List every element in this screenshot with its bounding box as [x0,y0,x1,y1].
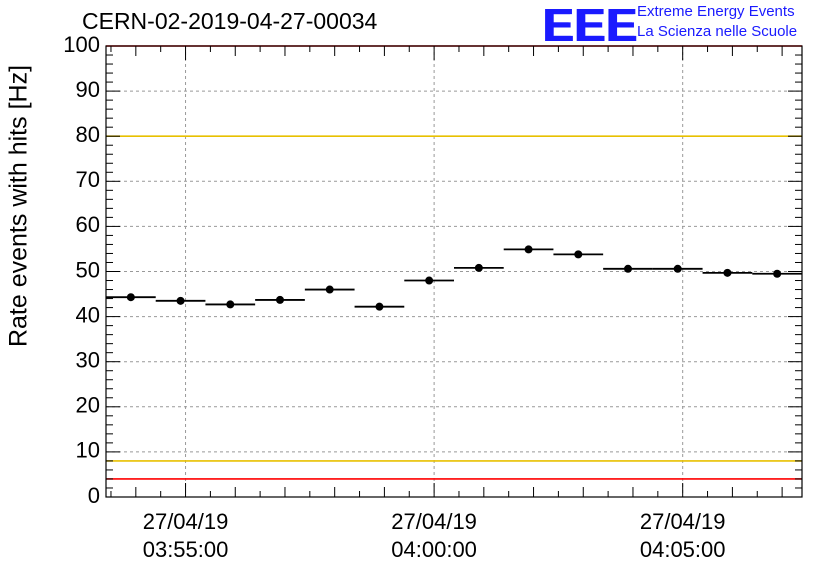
y-tick-label: 100 [63,32,100,57]
x-tick-label-date: 27/04/19 [391,509,477,534]
y-tick-label: 40 [76,302,100,327]
y-tick-label: 60 [76,212,100,237]
data-point [375,302,384,311]
y-tick-label: 10 [76,438,100,463]
data-point [524,245,533,254]
data-point [624,264,632,273]
data-point [474,263,483,272]
data-point [574,250,583,259]
y-tick-label: 90 [76,77,100,102]
data-point [425,276,434,285]
logo-text-line-1: Extreme Energy Events [637,3,795,20]
y-tick-label: 30 [76,348,100,373]
logo-text-line-2: La Scienza nelle Scuole [637,23,798,40]
x-tick-label-time: 04:00:00 [391,537,477,562]
data-point [276,295,284,304]
x-tick-label-time: 03:55:00 [143,537,229,562]
y-tick-label: 80 [76,122,100,147]
data-point [176,296,185,305]
x-tick-label-date: 27/04/19 [640,509,726,534]
x-tick-label-date: 27/04/19 [143,509,229,534]
x-tick-label-time: 04:05:00 [640,537,726,562]
data-point [723,268,732,277]
y-tick-label: 70 [76,167,100,192]
data-point [126,293,135,302]
data-point [673,264,682,273]
y-tick-label: 20 [76,393,100,418]
data-point [226,300,235,309]
chart-title: CERN-02-2019-04-27-00034 [82,8,378,34]
data-point [773,269,782,278]
eee-logo: EEE [542,0,638,51]
y-tick-label: 0 [88,483,100,508]
data-point [325,285,334,294]
y-tick-label: 50 [76,257,100,282]
